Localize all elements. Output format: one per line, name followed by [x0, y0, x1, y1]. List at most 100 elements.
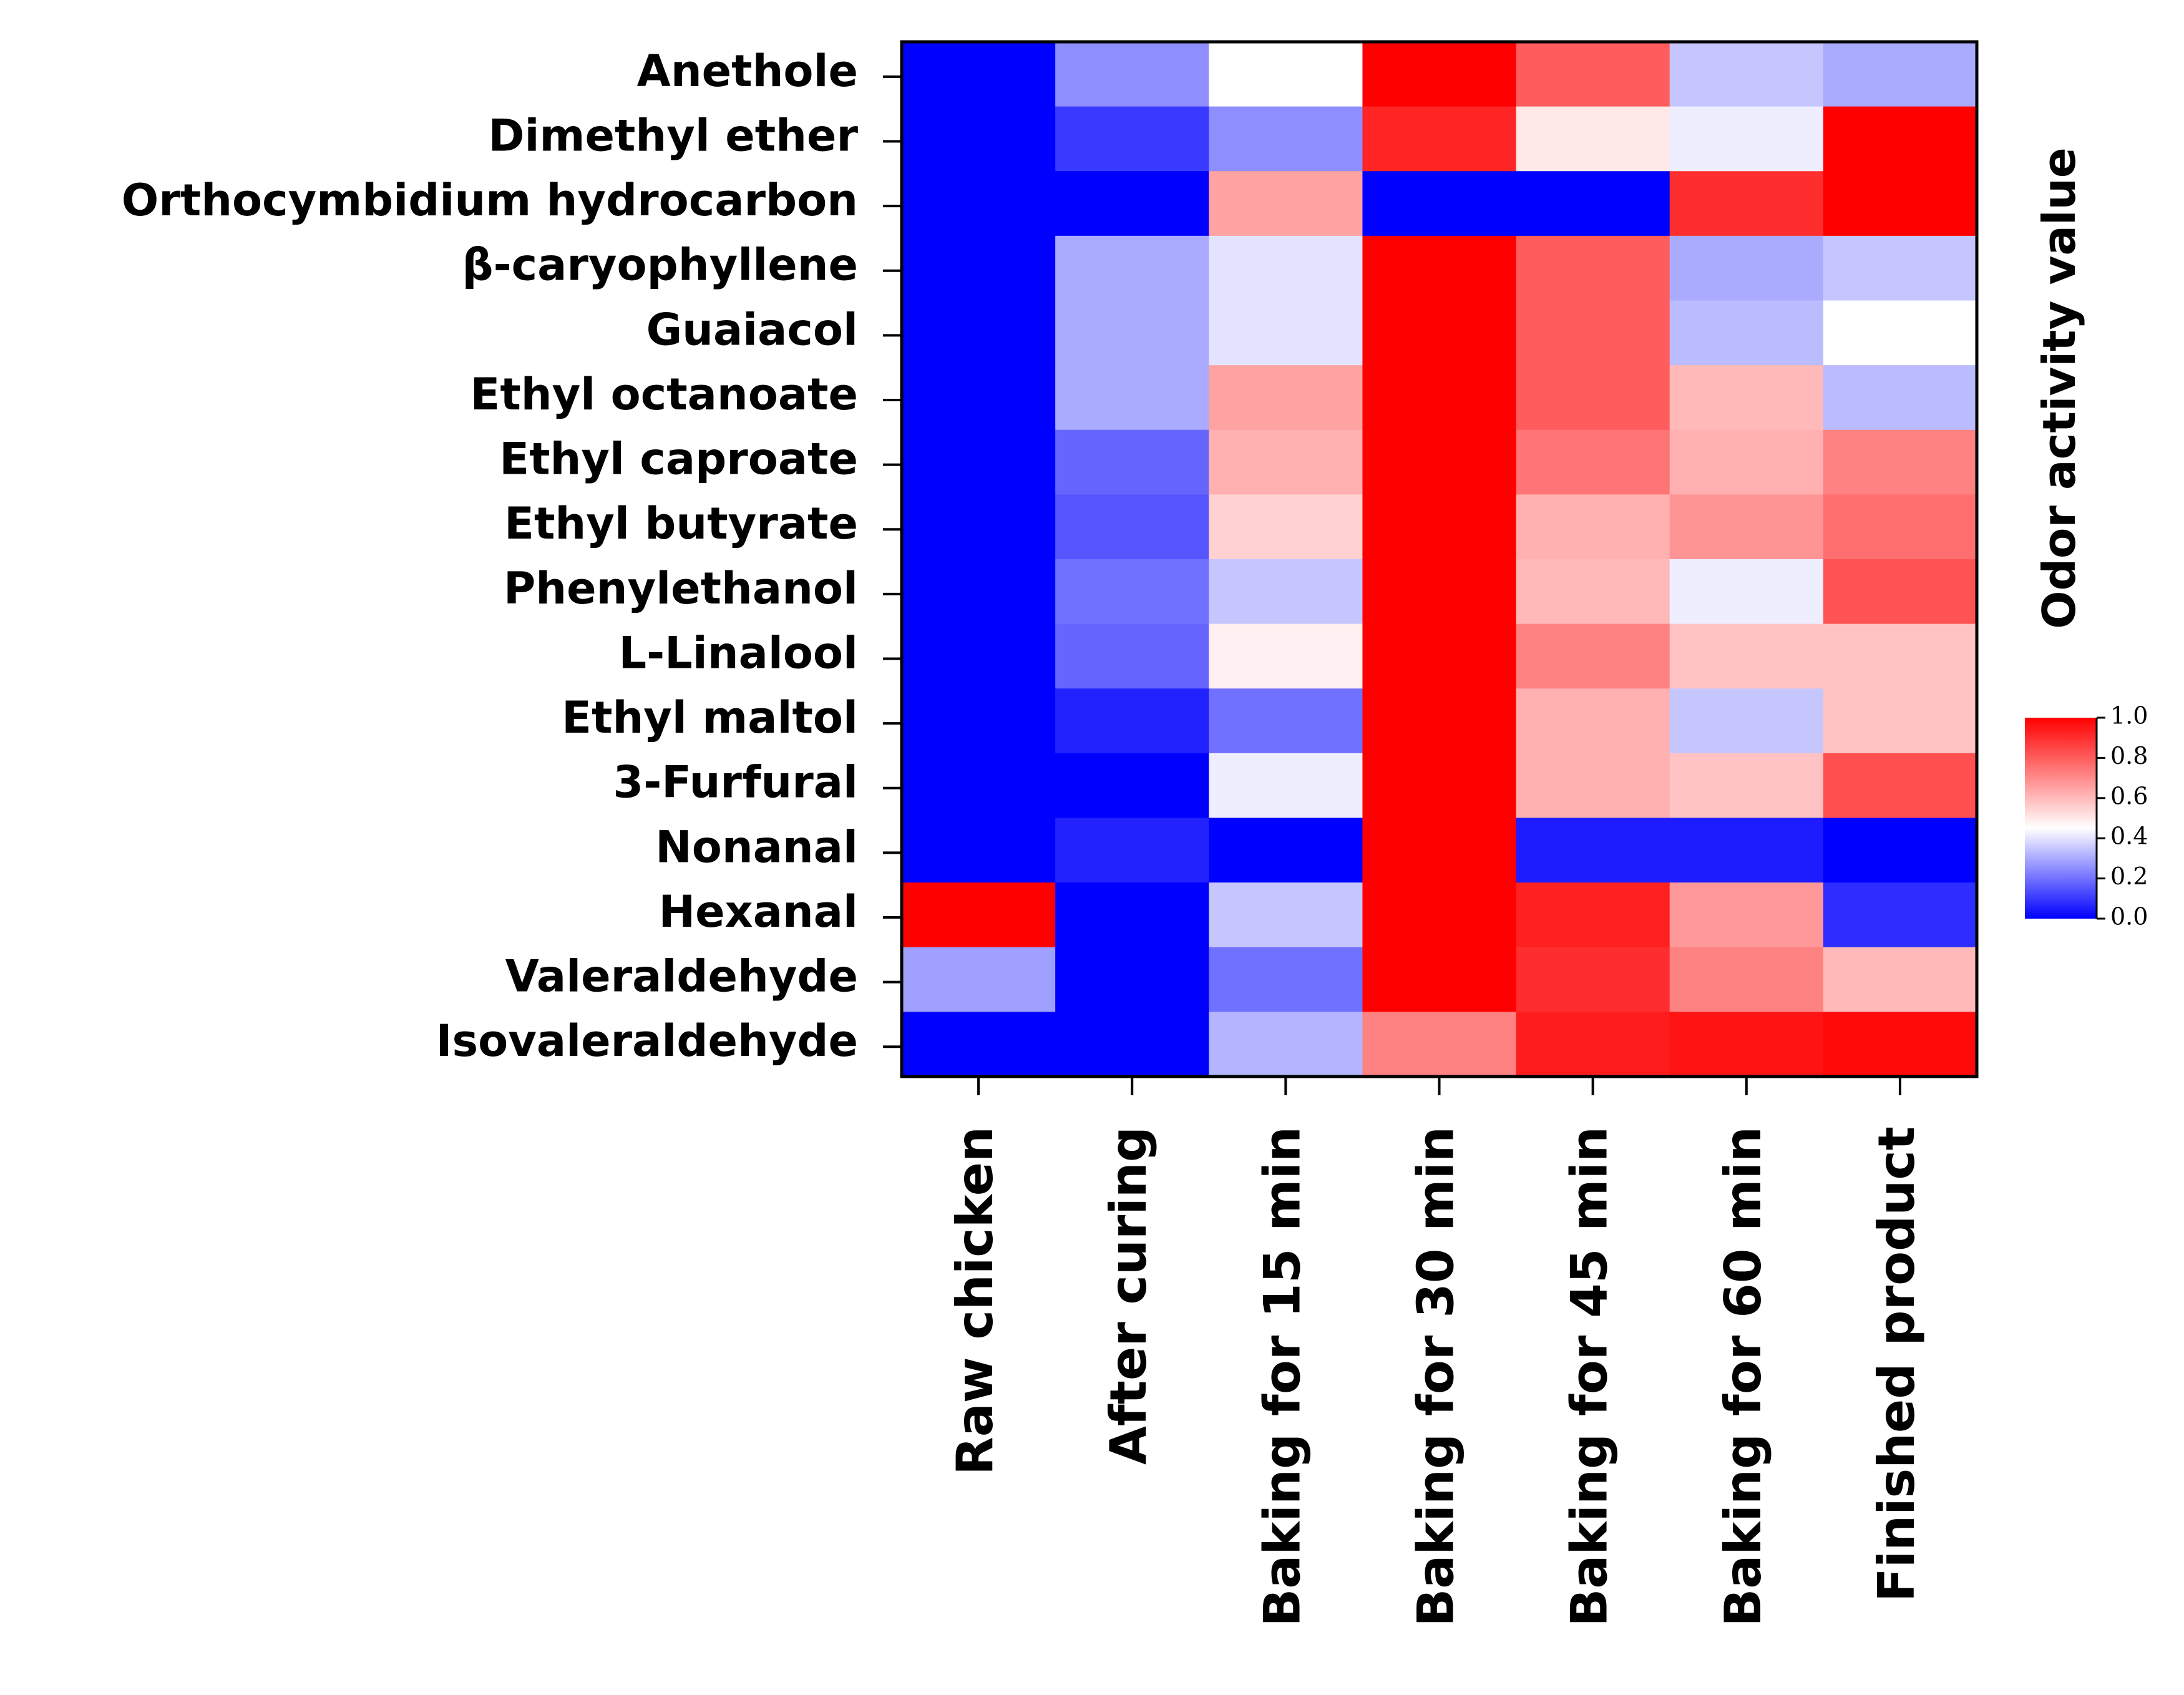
heatmap-cell — [1362, 818, 1517, 883]
colorbar-tick-label: 0.4 — [2110, 823, 2148, 850]
heatmap-cell — [902, 559, 1056, 625]
heatmap-cell — [1055, 882, 1209, 948]
heatmap-cell — [1055, 429, 1209, 495]
colorbar: Odor activity value 0.0 0.2 0.4 0.6 0.8 1.0 — [2025, 147, 2148, 931]
heatmap-cell — [1362, 365, 1517, 431]
heatmap-cell — [1362, 1012, 1517, 1077]
heatmap-cell — [1209, 429, 1363, 495]
heatmap-cell — [1823, 688, 1977, 754]
heatmap-cell — [1209, 42, 1363, 107]
heatmap-cell — [1209, 300, 1363, 366]
heatmap-cell — [1209, 688, 1363, 754]
heatmap-cell — [1362, 494, 1517, 560]
heatmap-cell — [1362, 235, 1517, 301]
heatmap-cell — [1055, 300, 1209, 366]
heatmap-cell — [1823, 300, 1977, 366]
heatmap-cell — [1362, 171, 1517, 237]
heatmap-cell — [1516, 429, 1670, 495]
heatmap-cell — [1669, 235, 1824, 301]
heatmap-cell — [902, 688, 1056, 754]
row-label: 3-Furfural — [613, 757, 859, 808]
row-label: Ethyl caproate — [499, 434, 858, 485]
heatmap-cell — [1516, 947, 1670, 1012]
heatmap-cell — [1055, 106, 1209, 172]
column-label: Finished product — [1868, 1126, 1926, 1602]
heatmap-cell — [1362, 106, 1517, 172]
heatmap-cell — [1055, 947, 1209, 1012]
row-label: Dimethyl ether — [488, 110, 858, 161]
heatmap-cell — [1055, 753, 1209, 819]
heatmap-cell — [902, 365, 1056, 431]
heatmap-cell — [1362, 42, 1517, 107]
heatmap-cell — [1209, 235, 1363, 301]
row-label: Hexanal — [658, 886, 858, 937]
heatmap-cell — [902, 947, 1056, 1012]
heatmap-cell — [1823, 429, 1977, 495]
heatmap-cell — [902, 753, 1056, 819]
heatmap-cell — [1362, 559, 1517, 625]
heatmap-cell — [902, 429, 1056, 495]
heatmap-cell — [1516, 106, 1670, 172]
heatmap-cell — [1055, 1012, 1209, 1077]
heatmap-cell — [1516, 688, 1670, 754]
heatmap-cell — [1669, 106, 1824, 172]
heatmap-cell — [1823, 947, 1977, 1012]
heatmap-cell — [1209, 106, 1363, 172]
heatmap-cell — [1823, 235, 1977, 301]
heatmap-cell — [902, 494, 1056, 560]
heatmap-cell — [1209, 559, 1363, 625]
plot-frame — [900, 40, 1979, 1078]
heatmap-cell — [1823, 753, 1977, 819]
row-label: Ethyl octanoate — [470, 369, 859, 420]
heatmap-cell — [1669, 365, 1824, 431]
heatmap-cell — [1669, 300, 1824, 366]
column-labels: Raw chicken After curing Baking for 15 min… — [946, 1078, 1926, 1627]
row-label: Phenylethanol — [504, 563, 858, 614]
heatmap-cell — [902, 623, 1056, 689]
heatmap-cell — [1209, 365, 1363, 431]
column-label: Raw chicken — [946, 1126, 1004, 1475]
column-label: Baking for 45 min — [1561, 1126, 1619, 1627]
heatmap-cell — [1669, 688, 1824, 754]
heatmap-cell — [1362, 429, 1517, 495]
heatmap-cell — [1362, 947, 1517, 1012]
column-label: Baking for 15 min — [1253, 1126, 1311, 1627]
heatmap-cell — [1669, 623, 1824, 689]
heatmap-cell — [902, 818, 1056, 883]
heatmap-cell — [1055, 235, 1209, 301]
heatmap-cell — [1669, 42, 1824, 107]
column-label: After curing — [1099, 1126, 1158, 1465]
heatmap-cell — [1362, 753, 1517, 819]
heatmap-cell — [1055, 365, 1209, 431]
heatmap-cells — [902, 42, 1977, 1077]
heatmap-cell — [1669, 947, 1824, 1012]
heatmap-cell — [1516, 365, 1670, 431]
heatmap-cell — [902, 1012, 1056, 1077]
heatmap-cell — [902, 106, 1056, 172]
heatmap-cell — [1055, 42, 1209, 107]
heatmap-cell — [902, 42, 1056, 107]
heatmap-cell — [1516, 623, 1670, 689]
heatmap-cell — [1362, 300, 1517, 366]
row-label: Valeraldehyde — [505, 951, 858, 1002]
colorbar-gradient — [2025, 718, 2097, 919]
heatmap-cell — [1823, 171, 1977, 237]
heatmap-cell — [1055, 494, 1209, 560]
heatmap-cell — [1516, 882, 1670, 948]
row-label: L-Linalool — [619, 627, 859, 678]
heatmap-cell — [1669, 494, 1824, 560]
colorbar-tick-label: 0.0 — [2110, 903, 2148, 931]
colorbar-tick-label: 1.0 — [2110, 702, 2148, 730]
heatmap-cell — [1209, 171, 1363, 237]
colorbar-tick-label: 0.8 — [2110, 742, 2148, 769]
row-label: Orthocymbidium hydrocarbon — [122, 175, 858, 226]
column-label: Baking for 60 min — [1714, 1126, 1772, 1627]
heatmap-cell — [1669, 753, 1824, 819]
heatmap-cell — [1823, 42, 1977, 107]
heatmap-cell — [1516, 559, 1670, 625]
colorbar-title: Odor activity value — [2033, 147, 2085, 628]
colorbar-tick-label: 0.6 — [2110, 782, 2148, 809]
heatmap-cell — [1362, 623, 1517, 689]
row-label: Guaiacol — [646, 304, 858, 355]
